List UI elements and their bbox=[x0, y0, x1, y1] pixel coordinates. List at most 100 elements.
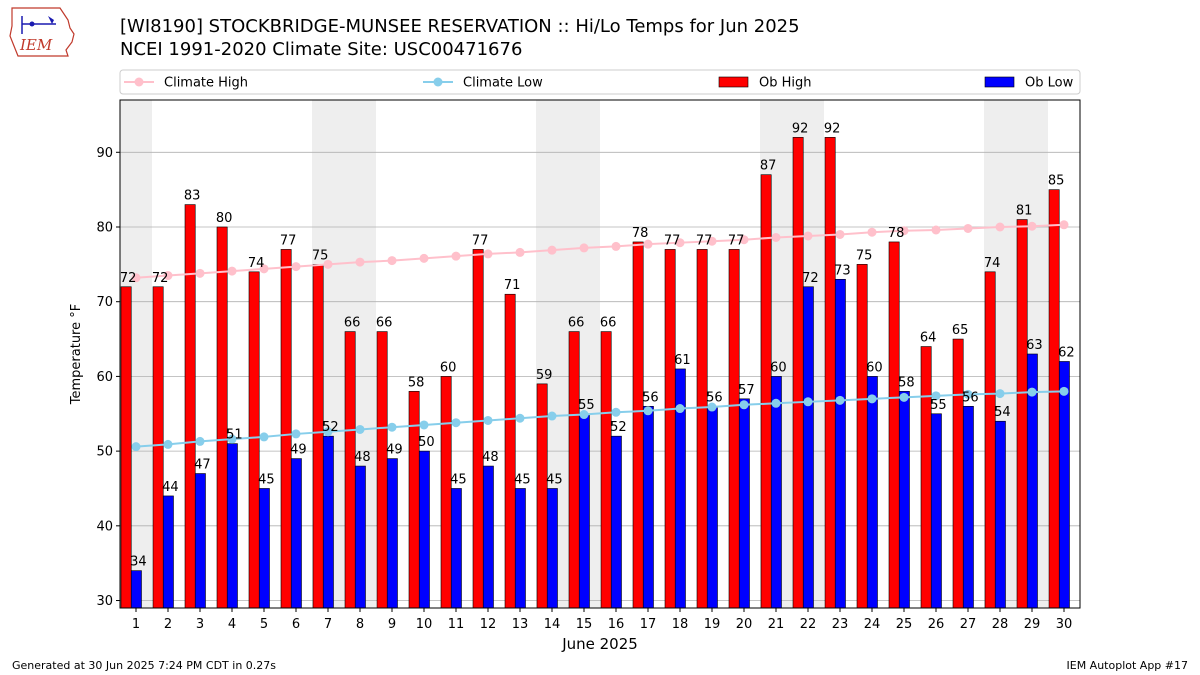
ob-high-bar bbox=[1016, 219, 1028, 609]
climate-high-point bbox=[163, 271, 173, 281]
ob-low-bar bbox=[258, 488, 270, 609]
ob-high-label: 71 bbox=[504, 278, 521, 293]
ob-high-bar bbox=[408, 391, 420, 609]
ob-low-label: 55 bbox=[930, 398, 947, 413]
climate-high-point bbox=[579, 243, 589, 253]
climate-high-point bbox=[803, 231, 813, 241]
climate-high-point bbox=[995, 222, 1005, 232]
x-tick-label: 4 bbox=[228, 617, 236, 632]
climate-high-point bbox=[291, 262, 301, 272]
ob-high-label: 65 bbox=[952, 323, 969, 338]
ob-high-label: 92 bbox=[792, 121, 809, 136]
climate-low-point bbox=[899, 392, 909, 402]
ob-low-label: 54 bbox=[994, 405, 1011, 420]
ob-high-label: 66 bbox=[600, 316, 617, 331]
gridlines bbox=[120, 151, 1080, 601]
ob-low-label: 48 bbox=[354, 450, 371, 465]
x-tick-label: 8 bbox=[356, 617, 364, 632]
x-tick-label: 20 bbox=[736, 617, 753, 632]
climate-high-point bbox=[419, 253, 429, 263]
ob-low-label: 58 bbox=[898, 375, 915, 390]
ob-low-bar bbox=[610, 435, 622, 609]
climate-high-point bbox=[355, 257, 365, 267]
ob-high-bar bbox=[760, 174, 772, 609]
y-tick-label: 70 bbox=[96, 295, 113, 310]
ob-high-bar bbox=[888, 241, 900, 609]
ob-high-bar bbox=[920, 346, 932, 609]
legend-ob-high-swatch bbox=[718, 76, 749, 88]
ob-high-label: 87 bbox=[760, 159, 777, 174]
ob-low-bar bbox=[418, 450, 430, 609]
climate-low-point bbox=[675, 404, 685, 414]
ob-high-label: 77 bbox=[280, 233, 297, 248]
ob-high-label: 72 bbox=[152, 271, 169, 286]
climate-high-point bbox=[323, 259, 333, 269]
x-tick-label: 16 bbox=[608, 617, 625, 632]
y-tick-label: 30 bbox=[96, 594, 113, 609]
data-labels: 72 34 72 44 83 47 80 51 74 45 77 49 75 52 66 48 66 49 58 50… bbox=[120, 121, 1075, 569]
ob-high-bar bbox=[184, 204, 196, 609]
ob-high-label: 64 bbox=[920, 331, 937, 346]
climate-high-point bbox=[707, 236, 717, 246]
ob-high-label: 80 bbox=[216, 211, 233, 226]
climate-low-point bbox=[291, 429, 301, 439]
ob-low-bar bbox=[770, 376, 782, 609]
x-tick-label: 28 bbox=[992, 617, 1009, 632]
x-tick-label: 15 bbox=[576, 617, 593, 632]
ob-high-label: 66 bbox=[344, 316, 361, 331]
climate-high-point bbox=[387, 256, 397, 266]
app-credit: IEM Autoplot App #17 bbox=[1066, 659, 1189, 672]
plot-frame bbox=[119, 99, 1081, 609]
ob-low-bar bbox=[866, 376, 878, 609]
climate-low-point bbox=[707, 402, 717, 412]
climate-low-point bbox=[323, 427, 333, 437]
y-tick-label: 60 bbox=[96, 370, 113, 385]
climate-low-point bbox=[931, 391, 941, 401]
ob-high-label: 92 bbox=[824, 121, 841, 136]
x-tick-label: 26 bbox=[928, 617, 945, 632]
generated-timestamp: Generated at 30 Jun 2025 7:24 PM CDT in … bbox=[12, 659, 277, 672]
x-tick-label: 30 bbox=[1056, 617, 1073, 632]
ob-high-bar bbox=[440, 376, 452, 609]
ob-low-bar bbox=[962, 405, 974, 609]
climate-high-point bbox=[515, 247, 525, 257]
y-tick-label: 50 bbox=[96, 445, 113, 460]
x-tick-label: 21 bbox=[768, 617, 785, 632]
climate-lines bbox=[131, 220, 1069, 452]
legend-ob-low-swatch bbox=[984, 76, 1015, 88]
climate-low-point bbox=[867, 394, 877, 404]
ob-high-label: 78 bbox=[632, 226, 649, 241]
climate-low-line bbox=[135, 390, 1065, 448]
climate-low-point bbox=[131, 442, 141, 452]
climate-high-point bbox=[451, 251, 461, 261]
climate-low-point bbox=[355, 424, 365, 434]
x-tick-label: 23 bbox=[832, 617, 849, 632]
ob-low-label: 72 bbox=[802, 271, 819, 286]
legend-climate-high-marker bbox=[134, 77, 144, 87]
climate-high-point bbox=[899, 226, 909, 236]
ob-high-bar bbox=[696, 249, 708, 609]
x-tick-label: 19 bbox=[704, 617, 721, 632]
ob-low-label: 45 bbox=[546, 472, 563, 487]
climate-low-point bbox=[771, 398, 781, 408]
climate-low-point bbox=[739, 400, 749, 410]
climate-high-point bbox=[835, 229, 845, 239]
legend: Climate High Climate Low Ob High Ob Low bbox=[119, 69, 1081, 95]
chart-subtitle: NCEI 1991-2020 Climate Site: USC00471676 bbox=[120, 39, 523, 60]
ob-high-bar bbox=[600, 331, 612, 609]
ob-high-label: 81 bbox=[1016, 204, 1033, 219]
climate-low-point bbox=[995, 389, 1005, 399]
ob-high-label: 75 bbox=[312, 248, 329, 263]
ob-high-label: 74 bbox=[248, 256, 265, 271]
ob-low-bar bbox=[994, 420, 1006, 609]
ob-low-label: 60 bbox=[770, 360, 787, 375]
ob-low-bar bbox=[194, 473, 206, 609]
climate-high-line bbox=[135, 223, 1065, 279]
ob-low-label: 49 bbox=[290, 443, 307, 458]
x-tick-label: 13 bbox=[512, 617, 529, 632]
climate-low-point bbox=[803, 397, 813, 407]
ob-low-bar bbox=[162, 495, 174, 609]
ob-high-bar bbox=[824, 137, 836, 609]
ob-low-label: 50 bbox=[418, 435, 435, 450]
